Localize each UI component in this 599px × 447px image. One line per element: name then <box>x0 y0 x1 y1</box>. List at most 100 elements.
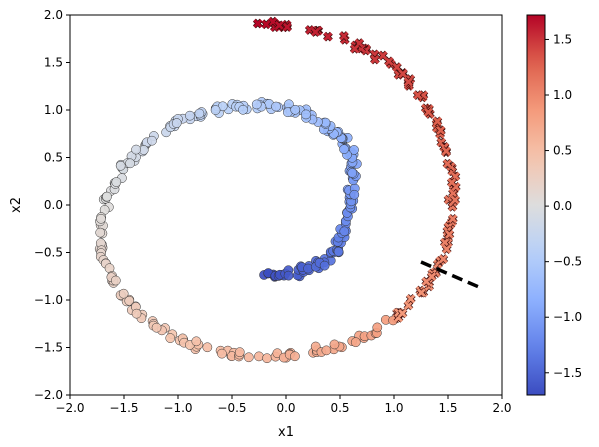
data-point-cross <box>448 214 458 224</box>
data-point-circle <box>350 337 361 348</box>
data-point-circle <box>243 352 254 363</box>
data-point-circle <box>251 99 262 110</box>
data-point-circle <box>151 322 162 333</box>
y-tick-label: 0.0 <box>44 198 63 212</box>
data-point-cross <box>323 32 333 41</box>
data-point-circle <box>319 260 330 271</box>
x-tick-label: 0.0 <box>276 401 295 415</box>
data-point-circle <box>185 110 195 121</box>
data-point-circle <box>349 145 359 155</box>
data-point-cross <box>406 294 416 304</box>
x-tick-label: −1.0 <box>163 401 192 415</box>
data-point-cross <box>253 19 263 28</box>
data-point-circle <box>347 168 358 178</box>
x-tick-label: 1.5 <box>438 401 457 415</box>
x-tick-label: −2.0 <box>55 401 84 415</box>
data-point-cross <box>416 288 426 297</box>
colorbar-frame <box>526 14 546 396</box>
data-point-cross <box>450 195 460 205</box>
data-point-circle <box>234 347 245 358</box>
data-points <box>94 16 461 364</box>
data-point-circle <box>191 336 202 347</box>
data-point-circle <box>96 213 106 224</box>
data-point-circle <box>171 118 182 128</box>
colorbar-tick-label: −1.0 <box>553 310 582 324</box>
x-axis-label: x1 <box>278 425 294 440</box>
data-point-cross <box>339 31 349 41</box>
data-point-cross <box>398 309 407 318</box>
data-point-cross <box>436 126 446 135</box>
y-tick-label: −1.5 <box>34 341 63 355</box>
data-point-circle <box>118 288 129 299</box>
x-tick-label: 0.5 <box>330 401 349 415</box>
y-axis-ticks: −2.0 −1.5 −1.0 −0.5 0.0 0.5 1.0 1.5 2.0 <box>34 8 70 402</box>
y-tick-label: 0.5 <box>44 151 63 165</box>
data-point-circle <box>349 189 360 200</box>
data-point-cross <box>261 19 271 29</box>
data-point-cross <box>445 230 454 239</box>
data-point-cross <box>441 146 451 156</box>
colorbar-tick-label: −1.5 <box>553 366 582 380</box>
data-point-cross <box>378 51 388 60</box>
data-point-cross <box>442 244 452 254</box>
data-point-circle <box>254 351 264 362</box>
y-tick-label: 1.0 <box>44 103 63 117</box>
data-point-cross <box>440 238 450 247</box>
colorbar: −1.5 −1.0 −0.5 0.0 0.5 1.0 1.5 <box>526 14 582 396</box>
data-point-circle <box>210 105 221 115</box>
colorbar-ticks: −1.5 −1.0 −0.5 0.0 0.5 1.0 1.5 <box>545 32 582 380</box>
data-point-cross <box>392 62 402 72</box>
y-tick-label: 1.5 <box>44 56 63 70</box>
x-axis-ticks: −2.0 −1.5 −1.0 −0.5 0.0 0.5 1.0 1.5 2.0 <box>55 395 512 415</box>
data-point-circle <box>321 345 332 356</box>
data-point-circle <box>102 191 112 202</box>
data-point-cross <box>305 25 315 35</box>
data-point-circle <box>329 339 340 350</box>
data-point-cross <box>423 107 433 117</box>
y-tick-label: −0.5 <box>34 246 63 260</box>
data-point-cross <box>282 22 292 32</box>
data-point-circle <box>290 351 300 362</box>
x-tick-label: −0.5 <box>217 401 246 415</box>
data-point-circle <box>202 342 213 353</box>
data-point-circle <box>165 333 176 343</box>
data-point-circle <box>339 144 349 155</box>
plot-area: −2.0 −1.5 −1.0 −0.5 0.0 0.5 1.0 1.5 2.0 −2.0 −1.5… <box>34 8 512 415</box>
data-point-cross <box>404 77 413 87</box>
data-point-circle <box>131 308 142 319</box>
colorbar-tick-label: 0.0 <box>553 199 572 213</box>
colorbar-tick-label: 1.5 <box>553 32 572 46</box>
data-point-cross <box>448 188 458 198</box>
axes-frame <box>69 14 503 396</box>
data-point-circle <box>131 144 141 155</box>
data-point-circle <box>333 246 344 257</box>
data-point-cross <box>384 56 394 66</box>
colorbar-tick-label: 1.0 <box>553 88 572 102</box>
data-point-circle <box>111 177 122 187</box>
data-point-circle <box>290 104 301 115</box>
data-point-circle <box>194 108 205 119</box>
data-point-circle <box>124 295 135 306</box>
data-point-cross <box>311 27 320 37</box>
y-tick-label: −1.0 <box>34 293 63 307</box>
data-point-cross <box>370 55 380 64</box>
annotation-dashed-line <box>420 260 482 290</box>
data-point-cross <box>443 159 452 169</box>
data-point-circle <box>283 270 294 281</box>
data-point-circle <box>339 226 350 237</box>
data-point-circle <box>125 158 135 169</box>
data-point-circle <box>262 353 272 364</box>
data-point-cross <box>438 254 448 264</box>
y-axis-label: x2 <box>9 197 24 213</box>
data-point-cross <box>413 90 423 100</box>
x-tick-label: 1.0 <box>384 401 403 415</box>
data-point-circle <box>372 322 383 333</box>
x-tick-label: −1.5 <box>109 401 138 415</box>
x-tick-label: 2.0 <box>492 401 511 415</box>
data-point-circle <box>301 109 311 120</box>
data-point-circle <box>147 135 157 146</box>
data-point-cross <box>274 21 284 30</box>
y-tick-label: −2.0 <box>34 388 63 402</box>
data-point-circle <box>217 348 227 359</box>
